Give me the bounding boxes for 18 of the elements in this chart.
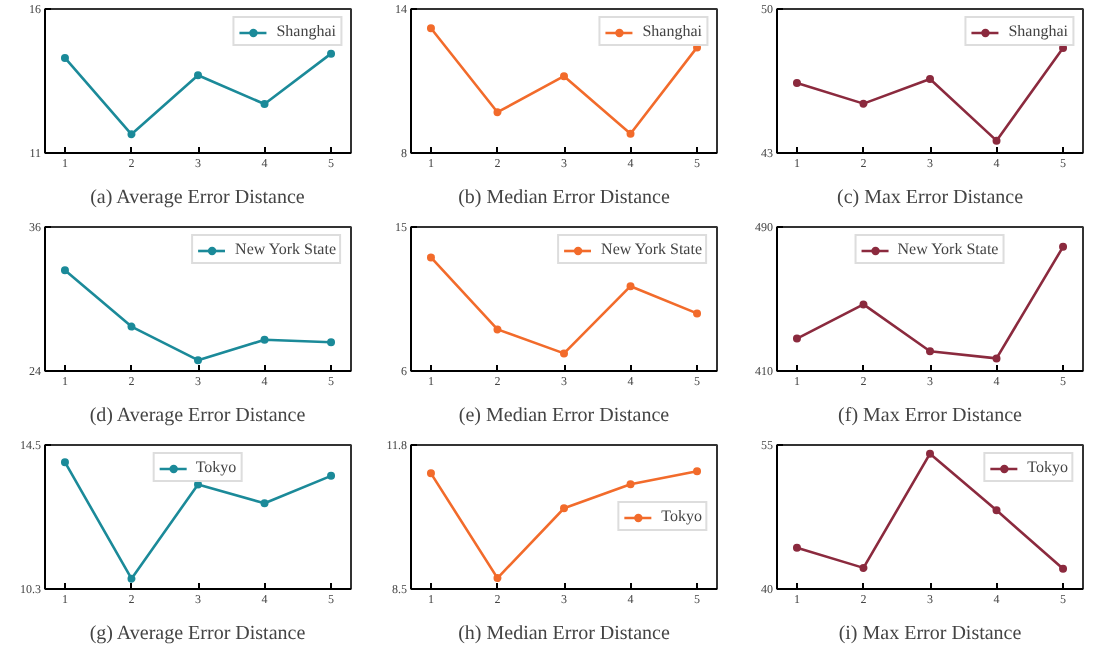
legend-label: New York State [235, 240, 336, 258]
legend-label: Shanghai [642, 22, 702, 40]
legend-label: Tokyo [661, 507, 702, 525]
text: (f) Max Error Distance [838, 405, 1024, 427]
legend-label: Shanghai [1008, 22, 1068, 40]
legend-label: New York State [897, 240, 999, 258]
text: (d) Average Error Distance [89, 405, 307, 427]
text: (g) Average Error Distance [89, 623, 307, 645]
legend-label: Tokyo [1027, 458, 1068, 476]
text: (b) Median Error Distance [458, 187, 671, 209]
text: (e) Median Error Distance [458, 405, 671, 427]
text: (a) Average Error Distance [90, 187, 306, 209]
legend-label: Tokyo [195, 458, 237, 476]
legend-label: New York State [601, 240, 702, 258]
legend-label: Shanghai [276, 22, 336, 40]
text: (i) Max Error Distance [838, 623, 1023, 645]
text: (c) Max Error Distance [836, 187, 1025, 209]
text: (h) Median Error Distance [458, 623, 671, 645]
